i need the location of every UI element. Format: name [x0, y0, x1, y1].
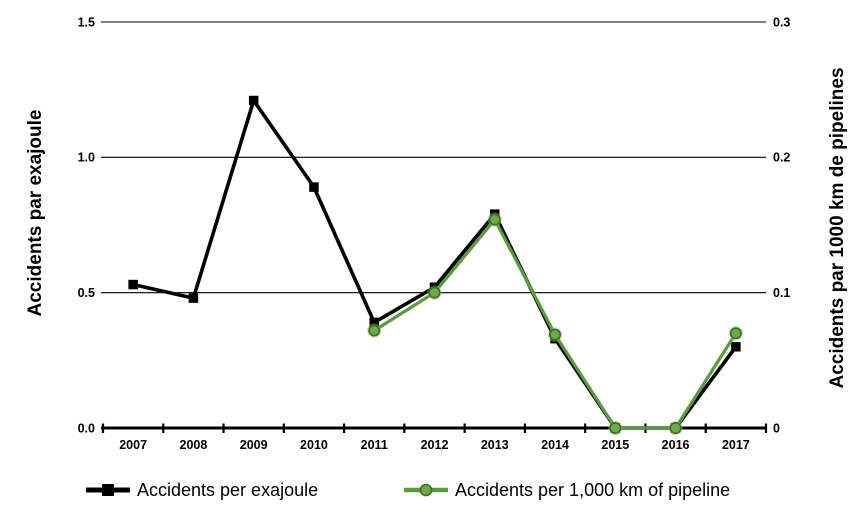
left-tick-label: 0.0	[78, 421, 95, 435]
legend-item-pipeline: Accidents per 1,000 km of pipeline	[403, 476, 730, 504]
chart-legend: Accidents per exajoule Accidents per 1,0…	[0, 476, 864, 504]
exajoule-data-point	[309, 182, 319, 192]
pipeline-data-point	[669, 421, 682, 434]
x-tick-label: 2012	[421, 438, 449, 452]
pipeline-series-line	[373, 217, 738, 430]
x-tick-label: 2011	[361, 438, 388, 452]
exajoule-series-line	[132, 98, 738, 430]
left-tick-label: 0.5	[78, 286, 95, 300]
pipeline-data-point	[729, 327, 742, 340]
pipeline-data-point	[609, 421, 622, 434]
right-tick-label: 0.3	[773, 15, 790, 29]
exajoule-data-point	[128, 279, 138, 290]
x-tick-label: 2008	[180, 438, 208, 452]
legend-sample-circle	[419, 483, 433, 497]
x-tick-label: 2007	[119, 438, 147, 452]
pipeline-data-point	[488, 213, 501, 226]
x-tick-label: 2009	[240, 438, 268, 452]
legend-sample-square	[102, 484, 114, 496]
left-tick-label: 1.5	[78, 15, 95, 29]
x-tick-label: 2013	[481, 438, 509, 452]
left-tick-label: 1.0	[78, 151, 95, 165]
pipeline-data-point	[368, 324, 381, 337]
right-tick-label: 0.1	[773, 286, 790, 300]
right-tick-label: 0.2	[773, 151, 790, 165]
exajoule-series-marker-icon	[86, 484, 130, 496]
pipeline-series-marker-icon	[404, 483, 448, 497]
exajoule-data-point	[248, 95, 259, 106]
x-tick-label: 2016	[662, 438, 690, 452]
pipeline-data-point	[428, 286, 441, 299]
exajoule-data-point	[369, 317, 379, 328]
legend-item-exajoule: Accidents per exajoule	[85, 476, 318, 504]
x-tick-label: 2010	[300, 438, 328, 452]
legend-label-exajoule: Accidents per exajoule	[137, 479, 319, 500]
x-tick-label: 2017	[722, 438, 750, 452]
legend-label-pipeline: Accidents per 1,000 km of pipeline	[455, 479, 731, 500]
x-tick-label: 2014	[541, 438, 569, 452]
right-tick-label: 0	[773, 421, 780, 435]
exajoule-data-point	[188, 293, 199, 303]
x-tick-label: 2015	[601, 438, 629, 452]
pipeline-data-point	[549, 328, 562, 341]
exajoule-data-point	[731, 342, 741, 352]
